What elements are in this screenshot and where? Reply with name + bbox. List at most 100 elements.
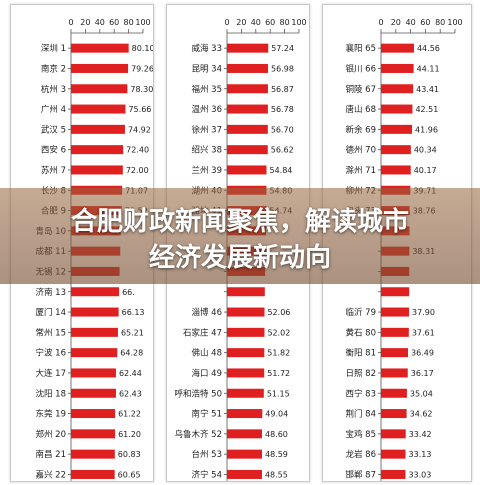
- bar: [381, 84, 414, 94]
- category-label: 衡阳 81: [345, 348, 376, 359]
- value-label: 51.15: [267, 389, 290, 398]
- category-label: 常州 15: [35, 327, 66, 338]
- bar: [71, 287, 120, 297]
- category-label: 呼和浩特 50: [174, 388, 222, 399]
- value-label: 36.17: [411, 369, 434, 378]
- value-label: 61.20: [118, 430, 141, 439]
- bar: [227, 327, 265, 337]
- value-label: 56.78: [271, 105, 294, 114]
- category-label: 厦门 14: [35, 307, 66, 318]
- bar: [381, 43, 414, 53]
- bar: [227, 84, 268, 94]
- bar: [227, 43, 269, 53]
- value-label: 56.87: [271, 85, 294, 94]
- category-label: 郑州 20: [35, 429, 66, 440]
- category-label: 南宁 51: [191, 409, 222, 420]
- value-label: 36.49: [411, 349, 434, 358]
- bar: [227, 409, 263, 419]
- bar: [71, 429, 116, 439]
- value-label: 60.83: [118, 450, 141, 459]
- value-label: 35.04: [410, 389, 433, 398]
- value-label: 74.92: [128, 125, 151, 134]
- value-label: 37.61: [412, 328, 435, 337]
- category-label: 东莞 19: [35, 409, 66, 420]
- value-label: 54.84: [269, 166, 292, 175]
- bar: [381, 307, 410, 317]
- tick-label: 40: [251, 18, 261, 27]
- value-label: 48.60: [265, 430, 288, 439]
- bar: [71, 63, 129, 73]
- category-label: 杭州 3: [41, 84, 66, 95]
- bar: [227, 429, 262, 439]
- tick-label: 100: [135, 18, 150, 27]
- category-label: 铜陵 67: [345, 84, 376, 95]
- value-label: 33.03: [408, 470, 431, 479]
- category-label: 大连 17: [35, 368, 66, 379]
- value-label: 52.06: [267, 308, 290, 317]
- tick-label: 0: [68, 18, 73, 27]
- bar: [71, 449, 115, 459]
- category-label: 广州 4: [41, 104, 66, 115]
- category-label: 淄博 46: [191, 307, 222, 318]
- value-label: 48.59: [265, 450, 288, 459]
- bar: [71, 307, 119, 317]
- bar: [227, 287, 265, 297]
- category-label: 银川 66: [345, 63, 376, 74]
- value-label: 79.26: [131, 64, 153, 73]
- value-label: 44.56: [417, 44, 440, 53]
- value-label: 57.24: [271, 44, 294, 53]
- bar: [381, 165, 411, 175]
- category-label: 黄石 80: [345, 327, 376, 338]
- value-label: 33.13: [409, 450, 432, 459]
- bar: [227, 165, 267, 175]
- category-label: 南京 2: [41, 63, 66, 74]
- category-label: 昆明 34: [191, 64, 222, 74]
- tick-label: 20: [236, 18, 246, 27]
- category-label: 福州 35: [191, 84, 222, 95]
- bar: [227, 469, 262, 479]
- category-label: 乌鲁木齐 52: [174, 429, 222, 440]
- value-label: 60.65: [118, 470, 141, 479]
- category-label: 德州 70: [345, 145, 376, 156]
- tick-label: 20: [391, 18, 401, 27]
- value-label: 40.17: [414, 166, 437, 175]
- value-label: 40.34: [414, 146, 437, 155]
- value-label: 56.70: [271, 125, 294, 134]
- category-label: 台州 53: [191, 449, 222, 460]
- category-label: 海口 49: [191, 368, 222, 379]
- category-label: 宁波 16: [35, 348, 66, 359]
- category-label: 温州 36: [191, 104, 222, 115]
- tick-label: 80: [280, 18, 290, 27]
- bar: [71, 368, 116, 378]
- bar: [71, 327, 118, 337]
- value-label: 62.43: [119, 389, 142, 398]
- value-label: 48.55: [265, 470, 288, 479]
- category-label: 济宁 54: [191, 469, 222, 480]
- value-label: 33.42: [409, 430, 432, 439]
- value-label: 75.66: [128, 105, 151, 114]
- bar: [227, 368, 265, 378]
- bar: [71, 469, 115, 479]
- bar: [227, 388, 264, 398]
- value-label: 78.30: [130, 85, 153, 94]
- bar: [71, 43, 129, 53]
- value-label: 56.98: [271, 64, 294, 73]
- tick-label: 0: [224, 18, 229, 27]
- category-label: 西宁 83: [345, 388, 376, 399]
- value-label: 66.13: [122, 308, 145, 317]
- value-label: 44.11: [417, 64, 440, 73]
- value-label: 41.96: [415, 125, 438, 134]
- bar: [381, 429, 406, 439]
- bar: [71, 165, 123, 175]
- value-label: 72.40: [126, 146, 149, 155]
- category-label: 西安 6: [41, 145, 66, 156]
- tick-label: 80: [124, 18, 134, 27]
- tick-label: 40: [406, 18, 416, 27]
- value-label: 51.82: [267, 349, 290, 358]
- value-label: 66.: [122, 288, 135, 297]
- tick-label: 100: [447, 18, 462, 27]
- tick-label: 0: [378, 18, 383, 27]
- bar: [71, 124, 125, 134]
- bar: [381, 348, 409, 358]
- category-label: 嘉兴 22: [35, 469, 66, 480]
